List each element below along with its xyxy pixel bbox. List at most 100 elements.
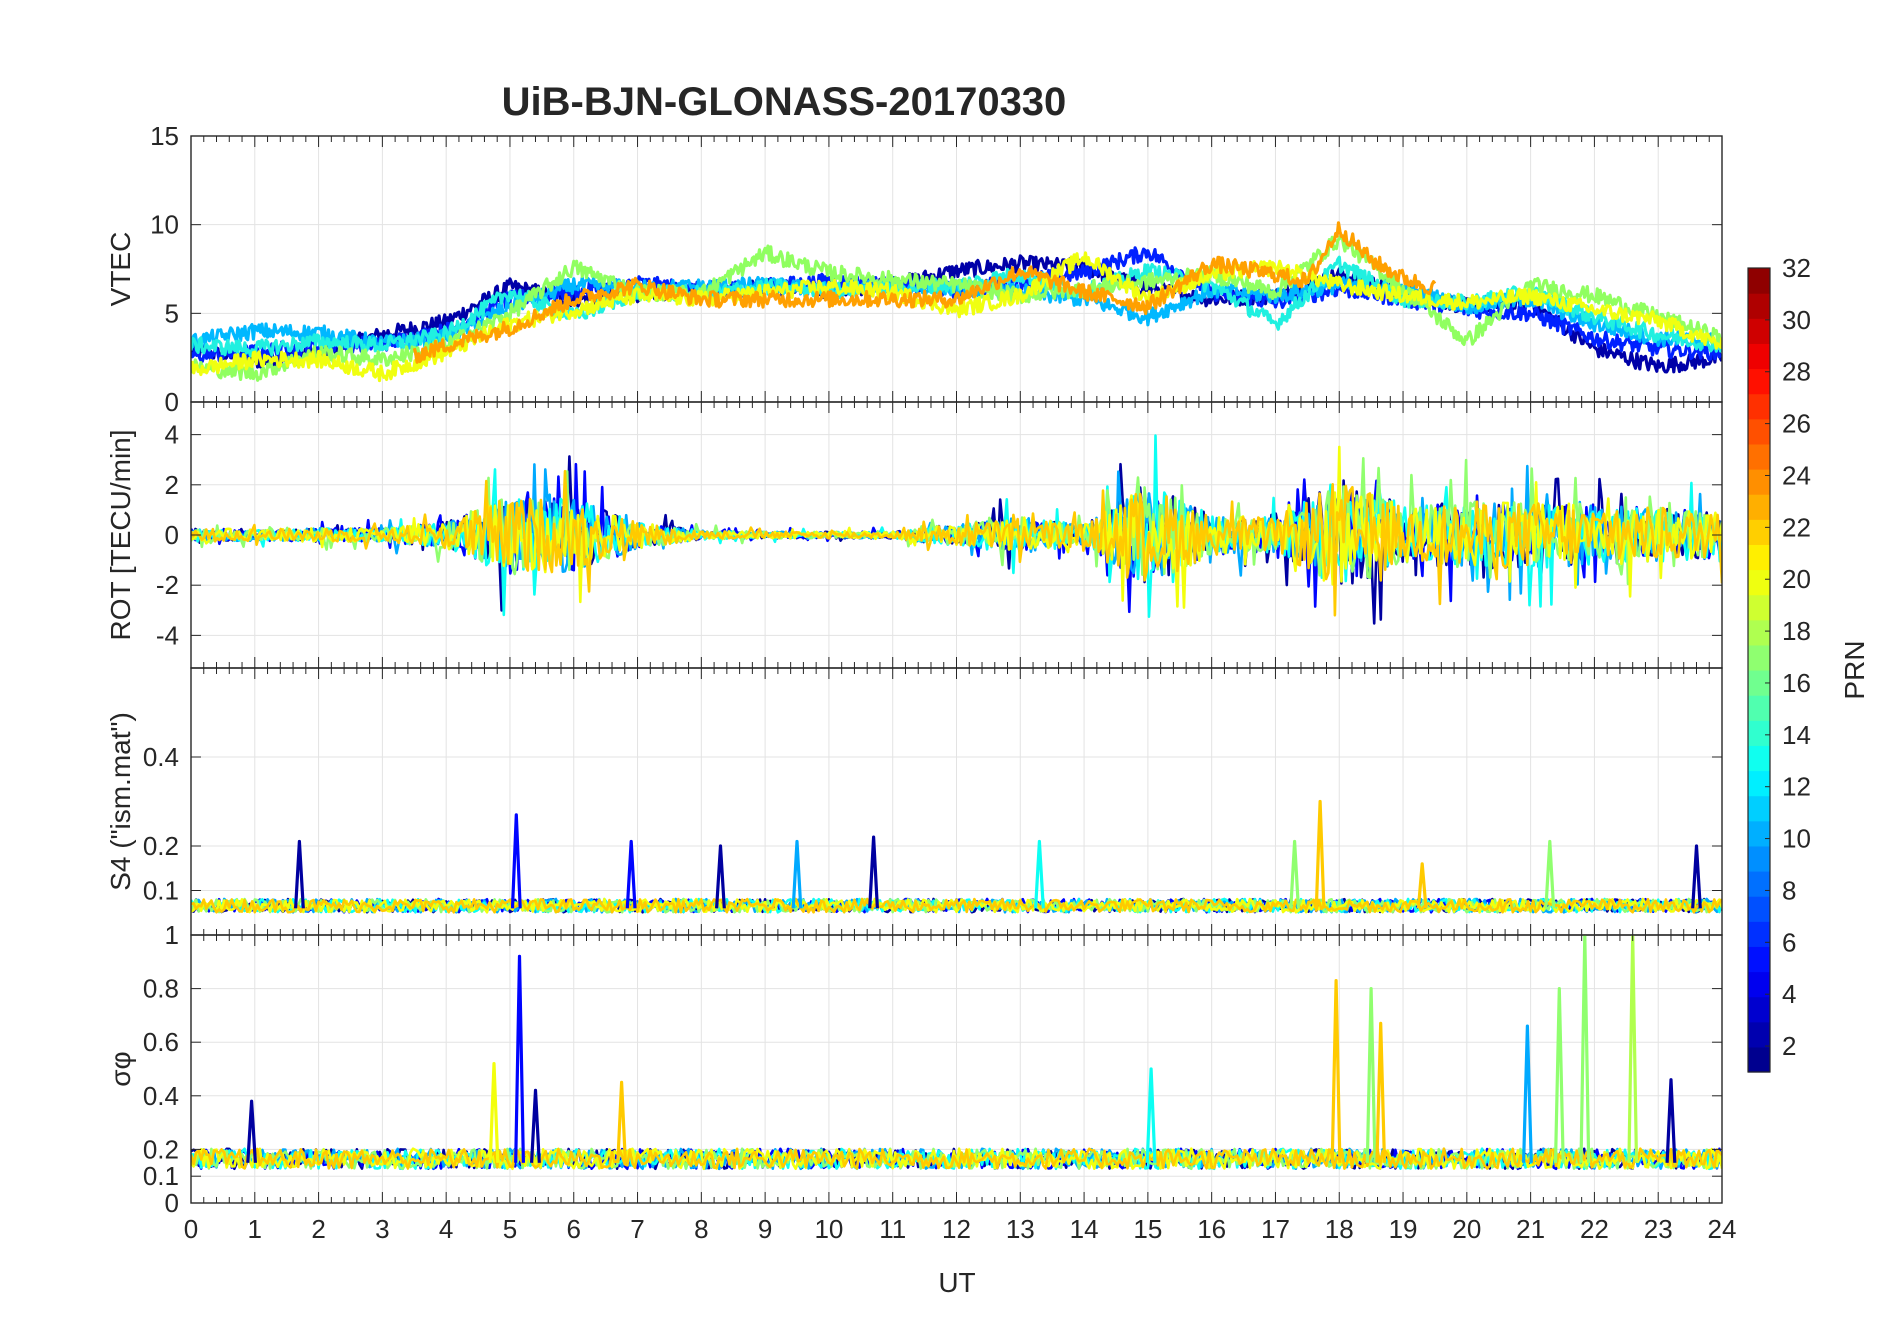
peak-prn-13 (1145, 1067, 1157, 1163)
x-tick-label: 20 (1452, 1214, 1481, 1244)
y-tick-label: 10 (150, 210, 179, 240)
x-tick-label: 23 (1644, 1214, 1673, 1244)
y-tick-label: -4 (156, 620, 179, 650)
x-tick-label: 14 (1070, 1214, 1099, 1244)
colorbar-tick-label: 32 (1782, 253, 1811, 283)
colorbar-tick-label: 30 (1782, 305, 1811, 335)
data-layer (191, 799, 1722, 914)
colorbar-label: PRN (1839, 640, 1870, 699)
colorbar-tick-label: 16 (1782, 668, 1811, 698)
y-tick-label: 0.6 (143, 1027, 179, 1057)
y-tick-label: 5 (165, 298, 179, 328)
x-minor-ticks (190, 402, 1723, 668)
colorbar-swatch (1748, 770, 1770, 797)
y-tick-label: 1 (165, 920, 179, 950)
panel-vtec: 0 5 10 15 VTEC (105, 121, 1723, 417)
x-minor-ticks (190, 668, 1723, 935)
panel-sigma_phi: 00.10.2 0.4 0.6 0.8 1 σφ (105, 920, 1723, 1218)
colorbar-tick-label: 20 (1782, 564, 1811, 594)
x-tick-label: 5 (503, 1214, 517, 1244)
x-minor-ticks (190, 935, 1723, 1203)
peak-prn-10 (1522, 1024, 1533, 1163)
y-tick-label: 4 (165, 420, 179, 450)
peak-prn-17 (1544, 839, 1556, 909)
colorbar-swatch (1748, 318, 1770, 344)
colorbar-swatch (1748, 519, 1770, 545)
y-axis-label: VTEC (105, 232, 136, 307)
x-tick-label: 16 (1197, 1214, 1226, 1244)
x-tick-label: 10 (814, 1214, 843, 1244)
peak-prn-2 (1665, 1078, 1677, 1163)
grid (191, 668, 1722, 935)
peak-prn-18 (1627, 935, 1639, 1163)
y-tick-label: 0 (165, 520, 179, 550)
x-tick-label: 17 (1261, 1214, 1290, 1244)
peak-prn-17 (1289, 839, 1300, 909)
series-prn-20 (191, 251, 1722, 383)
y-tick-label: 2 (165, 470, 179, 500)
peak-prn-22 (1375, 1021, 1387, 1163)
peak-prn-2 (294, 839, 305, 909)
y-tick-label: 0.1 (143, 876, 179, 906)
y-tick-label: 0.1 (143, 1161, 179, 1191)
colorbar-swatch (1748, 544, 1770, 571)
x-tick-label: 9 (758, 1214, 772, 1244)
series-prn-22 (191, 469, 1722, 617)
peak-prn-22 (616, 1080, 627, 1163)
colorbar-swatch (1748, 469, 1770, 495)
x-tick-label: 18 (1325, 1214, 1354, 1244)
colorbar-swatch (1748, 268, 1770, 294)
y-tick-label: 15 (150, 121, 179, 151)
y-tick-label: -2 (156, 570, 179, 600)
y-tick-label: 0.4 (143, 1081, 179, 1111)
x-tick-label: 1 (248, 1214, 262, 1244)
colorbar-swatch (1748, 871, 1770, 897)
x-tick-label: 7 (630, 1214, 644, 1244)
x-tick-label: 22 (1580, 1214, 1609, 1244)
colorbar-swatch (1748, 1046, 1770, 1073)
colorbar-swatch (1748, 795, 1770, 822)
colorbar-swatch (1748, 293, 1770, 319)
panel-rot: -4 -2 0 2 4 ROT [TECU/min] (105, 401, 1723, 669)
y-axis-label: σφ (105, 1051, 136, 1086)
chart-title: UiB-BJN-GLONASS-20170330 (502, 80, 1067, 124)
colorbar-swatch (1748, 443, 1770, 470)
peak-prn-17 (1579, 935, 1591, 1163)
x-tick-labels: 0 1 2 3 4 5 6 7 8 9 10 11 12 13 14 15 16 17 18 19 20 21 22 23 24 (184, 1214, 1737, 1244)
colorbar-swatch (1748, 418, 1770, 445)
colorbar-swatch (1748, 996, 1770, 1023)
colorbar-tick-label: 28 (1782, 357, 1811, 387)
panel-s4: 0.1 0.2 0.4S4 ("ism.mat") (105, 667, 1723, 936)
x-minor-ticks (190, 136, 1723, 402)
series-prn-22 (412, 221, 1437, 364)
series-prn-22 (191, 897, 1722, 914)
x-axis-label: UT (938, 1267, 975, 1298)
peak-prn-2 (868, 835, 879, 909)
x-tick-label: 3 (375, 1214, 389, 1244)
colorbar-swatch (1748, 1021, 1770, 1048)
colorbar-tick-label: 14 (1782, 720, 1811, 750)
colorbar-swatch (1748, 594, 1770, 621)
x-tick-label: 19 (1389, 1214, 1418, 1244)
colorbar-swatch (1748, 368, 1770, 395)
colorbar-tick-label: 12 (1782, 772, 1811, 802)
peak-prn-10 (791, 839, 803, 909)
peak-prn-17 (1553, 987, 1565, 1163)
colorbar-swatch (1748, 720, 1770, 746)
colorbar-tick-label: 10 (1782, 824, 1811, 854)
colorbar-swatch (1748, 494, 1770, 520)
colorbar-tick-label: 6 (1782, 927, 1796, 957)
colorbar-swatch (1748, 619, 1770, 646)
peak-prn-2 (246, 1099, 257, 1163)
peak-prn-13 (1034, 839, 1045, 909)
colorbar-tick-label: 2 (1782, 1031, 1796, 1061)
colorbar-swatch (1748, 393, 1770, 420)
data-layer (191, 935, 1722, 1171)
peak-prn-2 (530, 1088, 541, 1163)
x-tick-label: 13 (1006, 1214, 1035, 1244)
colorbar-tick-label: 24 (1782, 460, 1811, 490)
colorbar-tick-label: 26 (1782, 409, 1811, 439)
